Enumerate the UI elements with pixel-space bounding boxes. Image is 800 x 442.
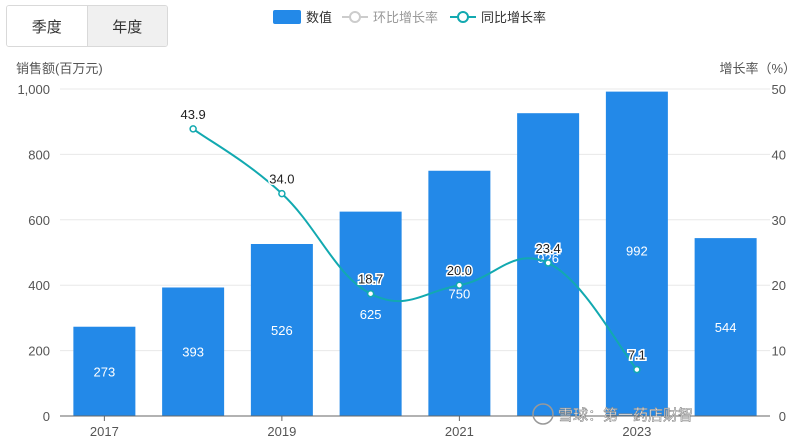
yoy-line-path <box>192 128 638 371</box>
y2-tick-label: 20 <box>772 278 786 293</box>
x-tick-label: 2017 <box>90 424 119 439</box>
x-tick-label: 2021 <box>445 424 474 439</box>
x-tick-label: 2019 <box>267 424 296 439</box>
y-tick-label: 600 <box>28 213 50 228</box>
y2-tick-label: 40 <box>772 147 786 162</box>
bar-value-label: 526 <box>271 323 293 338</box>
yoy-point[interactable] <box>189 125 197 133</box>
watermark-logo-icon <box>532 403 554 425</box>
legend-item-qoq[interactable]: 环比增长率 <box>342 10 438 25</box>
yoy-point-label: 20.0 <box>447 263 472 278</box>
watermark: 雪球：第一药店财智 <box>532 403 693 425</box>
bar-value-label: 393 <box>182 345 204 360</box>
bar[interactable] <box>162 287 225 416</box>
tab-quarterly[interactable]: 季度 <box>7 6 87 46</box>
y2-tick-label: 30 <box>772 213 786 228</box>
y2-tick-label: 0 <box>779 409 786 424</box>
period-tabs: 季度 年度 <box>6 5 168 47</box>
x-tick-label: 2023 <box>622 424 651 439</box>
bar-value-label: 625 <box>360 307 382 322</box>
yoy-point[interactable] <box>455 281 464 289</box>
y-tick-label: 0 <box>43 409 50 424</box>
bars <box>73 91 757 416</box>
yoy-point-label: 23.4 <box>535 241 560 256</box>
bar[interactable] <box>250 243 313 416</box>
tab-yearly[interactable]: 年度 <box>86 6 167 46</box>
yoy-point[interactable] <box>366 289 375 298</box>
bar[interactable] <box>73 326 136 416</box>
bar[interactable] <box>694 238 757 416</box>
y2-axis-title: 增长率（%） <box>719 61 796 76</box>
yoy-point[interactable] <box>544 259 552 267</box>
legend-swatch-value <box>273 10 301 24</box>
y2-tick-label: 50 <box>772 82 786 97</box>
legend-label-qoq: 环比增长率 <box>373 10 438 25</box>
legend-item-yoy[interactable]: 同比增长率 <box>450 10 546 25</box>
bar[interactable] <box>428 170 491 416</box>
bar-value-label: 544 <box>715 320 737 335</box>
bar-value-label: 992 <box>626 244 648 259</box>
y-axis-title: 销售额(百万元) <box>16 61 103 76</box>
axes: 0 200 400 600 800 1,000 0 10 20 30 40 50 2017 2019 202… <box>17 82 786 439</box>
bar-value-label: 273 <box>94 364 116 379</box>
y-tick-label: 200 <box>28 344 50 359</box>
bar-labels: 273 393 526 625 750 926 992 544 <box>94 244 737 380</box>
yoy-point-label: 34.0 <box>269 172 294 187</box>
yoy-point-label: 43.9 <box>180 107 205 122</box>
y2-tick-label: 10 <box>772 344 786 359</box>
legend: 数值 环比增长率 同比增长率 <box>273 10 546 25</box>
yoy-line: 43.9 34.0 18.7 20.0 23.4 7.1 <box>179 105 647 374</box>
bar[interactable] <box>605 91 668 416</box>
yoy-point-label: 18.7 <box>358 272 383 287</box>
legend-label-yoy: 同比增长率 <box>481 10 546 25</box>
legend-item-value[interactable]: 数值 <box>273 10 332 25</box>
legend-marker-qoq <box>349 11 361 23</box>
watermark-text: 雪球：第一药店财智 <box>558 406 693 424</box>
legend-marker-yoy <box>457 11 469 23</box>
y-tick-label: 800 <box>28 147 50 162</box>
y-tick-label: 1,000 <box>17 82 50 97</box>
yoy-point-label: 7.1 <box>628 348 646 363</box>
legend-label-value: 数值 <box>306 10 332 25</box>
bar[interactable] <box>339 211 402 416</box>
bar-value-label: 926 <box>537 251 559 266</box>
y-tick-label: 400 <box>28 278 50 293</box>
yoy-point[interactable] <box>278 189 286 198</box>
bar-value-label: 750 <box>449 286 471 301</box>
yoy-point[interactable] <box>633 365 641 374</box>
